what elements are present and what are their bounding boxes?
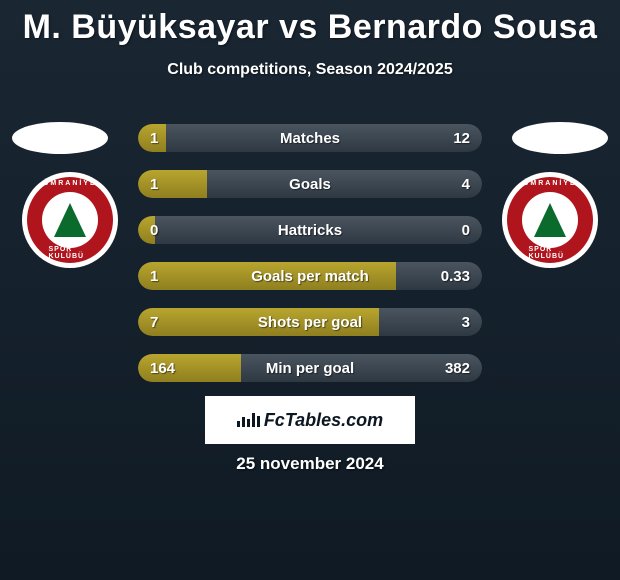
stat-bar: 1Goals4 xyxy=(138,170,482,198)
club-crest-left: ÜMRANİYE SPOR KULÜBÜ xyxy=(22,172,118,268)
stat-value-right: 0 xyxy=(462,222,470,239)
flag-left xyxy=(12,122,108,154)
stat-bar: 0Hattricks0 xyxy=(138,216,482,244)
tree-icon xyxy=(54,203,86,237)
club-crest-right: ÜMRANİYE SPOR KULÜBÜ xyxy=(502,172,598,268)
page-title: M. Büyüksayar vs Bernardo Sousa xyxy=(0,0,620,47)
stat-label: Min per goal xyxy=(138,360,482,377)
stat-label: Hattricks xyxy=(138,222,482,239)
stat-bar: 1Goals per match0.33 xyxy=(138,262,482,290)
stat-label: Shots per goal xyxy=(138,314,482,331)
brand-label: FcTables.com xyxy=(264,410,383,431)
crest-right-text-bottom: SPOR KULÜBÜ xyxy=(529,246,572,260)
stat-bar: 1Matches12 xyxy=(138,124,482,152)
stat-label: Goals xyxy=(138,176,482,193)
stat-value-right: 3 xyxy=(462,314,470,331)
crest-left-text-bottom: SPOR KULÜBÜ xyxy=(49,246,92,260)
subtitle: Club competitions, Season 2024/2025 xyxy=(0,61,620,79)
stat-label: Matches xyxy=(138,130,482,147)
crest-left-text-top: ÜMRANİYE xyxy=(43,180,96,187)
brand-box: FcTables.com xyxy=(205,396,415,444)
stat-value-right: 12 xyxy=(453,130,470,147)
date-label: 25 november 2024 xyxy=(0,454,620,474)
stat-value-right: 4 xyxy=(462,176,470,193)
tree-icon xyxy=(534,203,566,237)
crest-right-text-top: ÜMRANİYE xyxy=(523,180,576,187)
flag-right xyxy=(512,122,608,154)
stat-value-right: 0.33 xyxy=(441,268,470,285)
stat-value-right: 382 xyxy=(445,360,470,377)
stat-bar: 164Min per goal382 xyxy=(138,354,482,382)
stat-bar: 7Shots per goal3 xyxy=(138,308,482,336)
stat-bars: 1Matches12 1Goals4 0Hattricks0 1Goals per m… xyxy=(138,124,482,400)
stat-label: Goals per match xyxy=(138,268,482,285)
chart-icon xyxy=(237,413,260,427)
